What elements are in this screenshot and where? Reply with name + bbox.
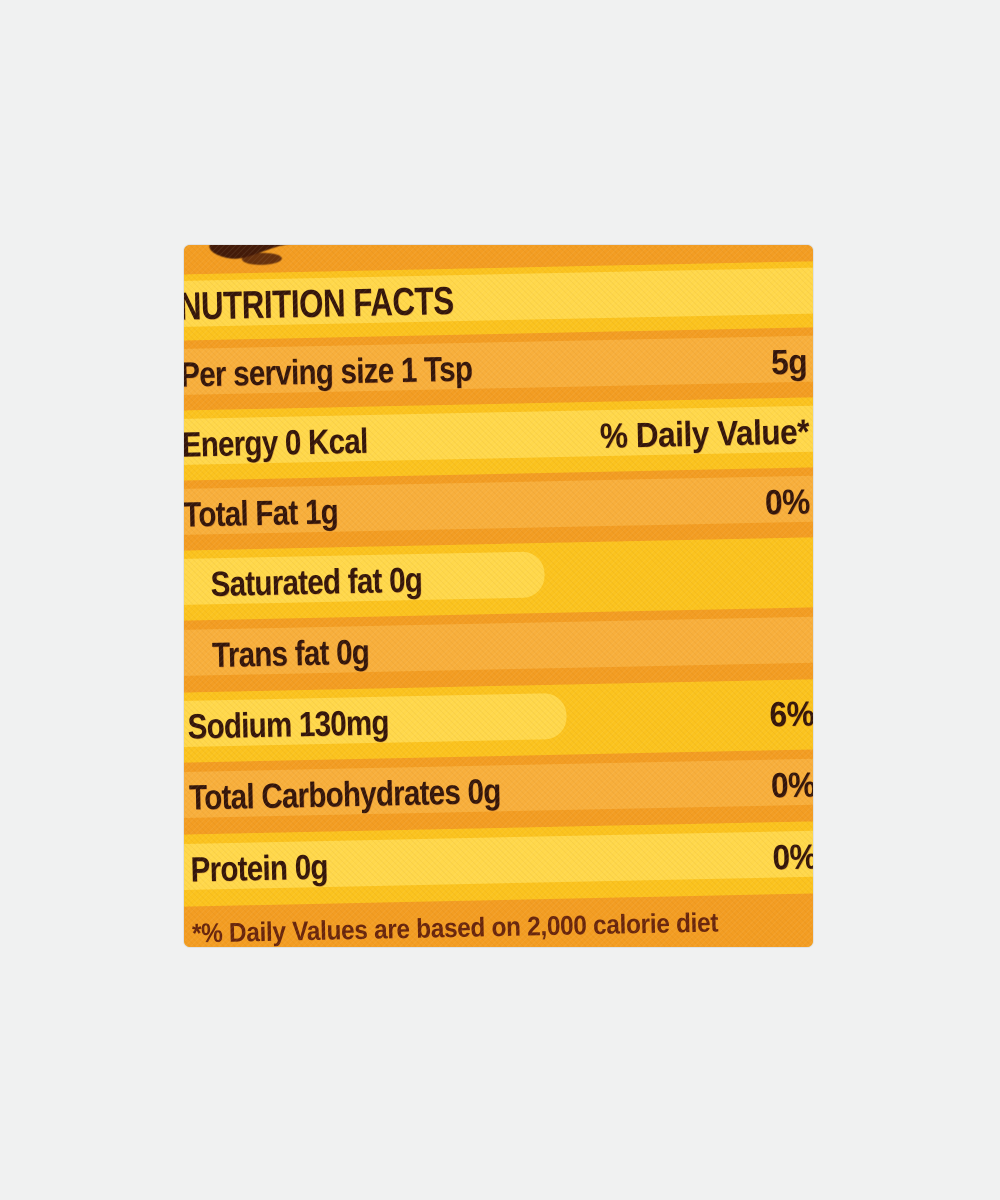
label-print-area: NUTRITION FACTS Per serving size 1 Tsp 5… — [184, 245, 813, 947]
nutrition-row-saturated-fat: Saturated fat 0g — [184, 537, 813, 621]
daily-value-footnote: *% Daily Values are based on 2,000 calor… — [191, 907, 719, 947]
row-label: Energy 0 Kcal — [184, 421, 368, 465]
row-value: 0% — [765, 482, 811, 523]
row-value: 0% — [772, 837, 813, 878]
row-label: Sodium 130mg — [187, 703, 390, 747]
label-title: NUTRITION FACTS — [184, 279, 455, 329]
row-value: 5g — [770, 342, 808, 383]
row-value: 6% — [769, 694, 813, 735]
row-value: % Daily Value* — [599, 412, 810, 456]
row-label: Trans fat 0g — [211, 632, 370, 676]
nutrition-row-total-fat: Total Fat 1g 0% — [184, 467, 813, 551]
row-label: Saturated fat 0g — [210, 560, 423, 605]
nutrition-row-carbohydrates: Total Carbohydrates 0g 0% — [184, 749, 813, 835]
nutrition-row-trans-fat: Trans fat 0g — [184, 607, 813, 693]
row-label: Per serving size 1 Tsp — [184, 349, 473, 395]
top-stripe — [184, 245, 813, 275]
nutrition-row-protein: Protein 0g 0% — [184, 821, 813, 907]
ink-smudge — [209, 245, 326, 265]
nutrition-facts-label: NUTRITION FACTS Per serving size 1 Tsp 5… — [184, 245, 813, 947]
row-label: Total Carbohydrates 0g — [188, 772, 501, 818]
row-label: Protein 0g — [190, 847, 329, 890]
row-label: Total Fat 1g — [184, 492, 339, 535]
nutrition-row-sodium: Sodium 130mg 6% — [184, 679, 813, 763]
row-value: 0% — [770, 765, 813, 806]
